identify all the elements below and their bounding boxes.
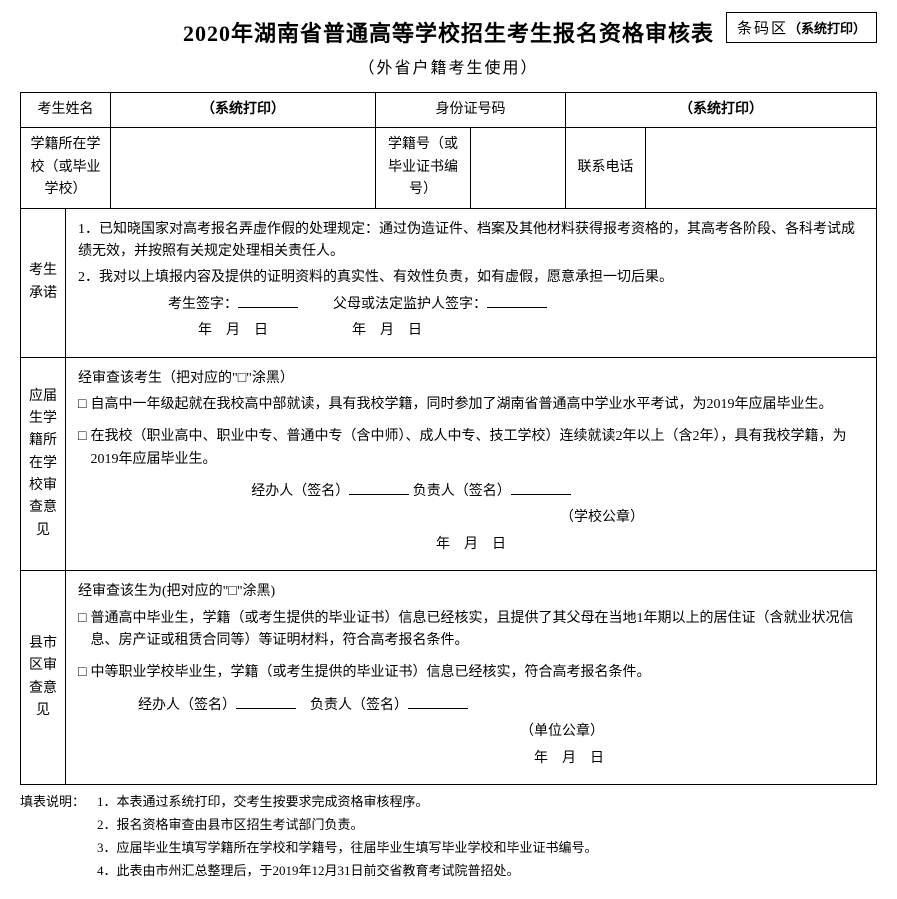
checkbox-icon: □ <box>78 426 86 448</box>
school-seal: （学校公章） <box>78 507 864 529</box>
school-handler-blank <box>349 481 409 495</box>
body-county-review: 经审查该生为(把对应的"□"涂黑) □ 普通高中毕业生，学籍（或考生提供的毕业证… <box>66 571 877 785</box>
note-4: 4．此表由市州汇总整理后，于2019年12月31日前交省教育考试院普招处。 <box>97 860 877 882</box>
value-school <box>111 128 376 208</box>
school-handler-label: 经办人（签名） <box>251 484 349 499</box>
county-sign-row: 经办人（签名） 负责人（签名） <box>78 695 864 717</box>
label-school: 学籍所在学校（或毕业学校） <box>21 128 111 208</box>
row-school-reg-phone: 学籍所在学校（或毕业学校） 学籍号（或毕业证书编号） 联系电话 <box>21 128 877 208</box>
value-phone <box>646 128 877 208</box>
note-3: 3．应届毕业生填写学籍所在学校和学籍号，往届毕业生填写毕业学校和毕业证书编号。 <box>97 837 877 859</box>
school-leader-label: 负责人（签名） <box>413 484 511 499</box>
note-2: 2．报名资格审查由县市区招生考试部门负责。 <box>97 814 877 836</box>
sign-student-label: 考生签字： <box>168 297 238 312</box>
checkbox-icon: □ <box>78 394 86 416</box>
promise-sign-row: 考生签字： 父母或法定监护人签字： <box>78 294 864 316</box>
sign-student-blank <box>238 294 298 308</box>
label-phone: 联系电话 <box>566 128 646 208</box>
county-opt-2: □ 中等职业学校毕业生，学籍（或考生提供的毕业证书）信息已经核实，符合高考报名条… <box>78 662 864 684</box>
header: 2020年湖南省普通高等学校招生考生报名资格审核表 条码区（系统打印） <box>20 16 877 48</box>
school-review-intro: 经审查该考生（把对应的"□"涂黑） <box>78 368 864 390</box>
label-county-review: 县市区审查意见 <box>21 571 66 785</box>
promise-date-row: 年 月 日 年 月 日 <box>78 320 864 342</box>
row-student-promise: 考生承诺 1．已知晓国家对高考报名弄虚作假的处理规定：通过伪造证件、档案及其他材… <box>21 208 877 357</box>
row-school-review: 应届生学籍所在学校审查意见 经审查该考生（把对应的"□"涂黑） □ 自高中一年级… <box>21 357 877 571</box>
notes-label: 填表说明： <box>20 791 85 813</box>
row-name-id: 考生姓名 （系统打印） 身份证号码 （系统打印） <box>21 93 877 128</box>
label-id-number: 身份证号码 <box>376 93 566 128</box>
value-id-number: （系统打印） <box>566 93 877 128</box>
promise-line-2: 2．我对以上填报内容及提供的证明资料的真实性、有效性负责，如有虚假，愿意承担一切… <box>78 267 864 289</box>
school-opt-2: □ 在我校（职业高中、职业中专、普通中专（含中师）、成人中专、技工学校）连续就读… <box>78 426 864 471</box>
label-reg-number: 学籍号（或毕业证书编号） <box>376 128 471 208</box>
school-date: 年 月 日 <box>78 534 864 556</box>
county-opt-2-text: 中等职业学校毕业生，学籍（或考生提供的毕业证书）信息已经核实，符合高考报名条件。 <box>90 662 864 684</box>
county-opt-1-text: 普通高中毕业生，学籍（或考生提供的毕业证书）信息已经核实，且提供了其父母在当地1… <box>90 608 864 653</box>
promise-line-1: 1．已知晓国家对高考报名弄虚作假的处理规定：通过伪造证件、档案及其他材料获得报考… <box>78 219 864 264</box>
county-leader-label: 负责人（签名） <box>310 698 408 713</box>
body-student-promise: 1．已知晓国家对高考报名弄虚作假的处理规定：通过伪造证件、档案及其他材料获得报考… <box>66 208 877 357</box>
county-seal: （单位公章） <box>78 721 864 743</box>
value-student-name: （系统打印） <box>111 93 376 128</box>
label-student-promise: 考生承诺 <box>21 208 66 357</box>
barcode-label: 条码区 <box>737 21 788 37</box>
body-school-review: 经审查该考生（把对应的"□"涂黑） □ 自高中一年级起就在我校高中部就读，具有我… <box>66 357 877 571</box>
checkbox-icon: □ <box>78 608 86 630</box>
row-county-review: 县市区审查意见 经审查该生为(把对应的"□"涂黑) □ 普通高中毕业生，学籍（或… <box>21 571 877 785</box>
notes-list: 1．本表通过系统打印，交考生按要求完成资格审核程序。 2．报名资格审查由县市区招… <box>97 791 877 883</box>
note-1: 1．本表通过系统打印，交考生按要求完成资格审核程序。 <box>97 791 877 813</box>
school-opt-2-text: 在我校（职业高中、职业中专、普通中专（含中师）、成人中专、技工学校）连续就读2年… <box>90 426 864 471</box>
sign-guardian-blank <box>487 294 547 308</box>
page-subtitle: （外省户籍考生使用） <box>20 54 877 78</box>
county-review-intro: 经审查该生为(把对应的"□"涂黑) <box>78 581 864 603</box>
county-leader-blank <box>408 695 468 709</box>
county-handler-label: 经办人（签名） <box>138 698 236 713</box>
school-opt-1: □ 自高中一年级起就在我校高中部就读，具有我校学籍，同时参加了湖南省普通高中学业… <box>78 394 864 416</box>
county-opt-1: □ 普通高中毕业生，学籍（或考生提供的毕业证书）信息已经核实，且提供了其父母在当… <box>78 608 864 653</box>
label-student-name: 考生姓名 <box>21 93 111 128</box>
school-leader-blank <box>511 481 571 495</box>
fill-notes: 填表说明： 1．本表通过系统打印，交考生按要求完成资格审核程序。 2．报名资格审… <box>20 791 877 883</box>
value-reg-number <box>471 128 566 208</box>
county-handler-blank <box>236 695 296 709</box>
school-sign-row: 经办人（签名） 负责人（签名） <box>78 481 864 503</box>
barcode-area: 条码区（系统打印） <box>726 12 877 43</box>
checkbox-icon: □ <box>78 662 86 684</box>
sign-guardian-label: 父母或法定监护人签字： <box>333 297 487 312</box>
school-opt-1-text: 自高中一年级起就在我校高中部就读，具有我校学籍，同时参加了湖南省普通高中学业水平… <box>90 394 864 416</box>
form-table: 考生姓名 （系统打印） 身份证号码 （系统打印） 学籍所在学校（或毕业学校） 学… <box>20 92 877 785</box>
barcode-note: （系统打印） <box>788 21 866 36</box>
label-school-review: 应届生学籍所在学校审查意见 <box>21 357 66 571</box>
county-date: 年 月 日 <box>78 748 864 770</box>
promise-date-2: 年 月 日 <box>352 323 422 338</box>
promise-date-1: 年 月 日 <box>198 323 268 338</box>
